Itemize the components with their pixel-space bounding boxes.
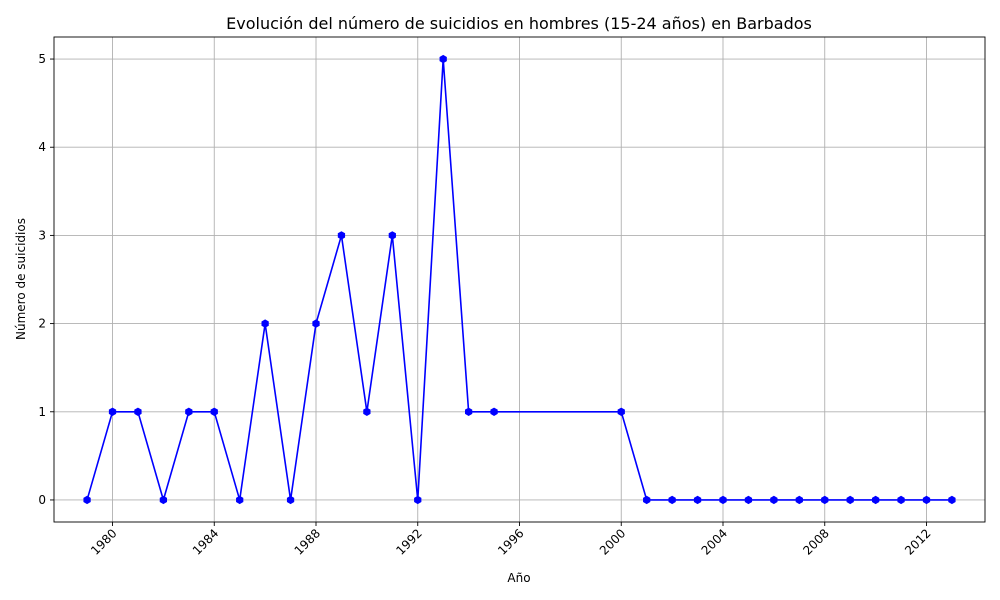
data-point [922,495,931,505]
data-point [770,495,778,505]
data-point [414,495,422,505]
y-axis: 0 1 2 3 4 5 [38,52,54,507]
x-tick-label: 1988 [292,526,323,557]
x-tick-label: 2004 [699,526,730,557]
y-tick-label: 5 [38,52,46,66]
data-point [439,54,447,64]
data-point [185,407,193,416]
data-point [795,495,803,505]
data-point [261,319,269,328]
y-tick-label: 3 [38,228,46,242]
data-point [108,407,117,416]
data-point [83,495,91,505]
data-point [871,495,880,505]
x-tick-label: 1980 [88,526,119,557]
data-point [363,407,371,416]
grid [54,37,985,522]
chart-title: Evolución del número de suicidios en hom… [226,14,812,33]
x-tick-label: 2012 [902,526,933,557]
data-point [719,495,727,505]
data-point [134,407,142,416]
data-point [464,407,473,416]
data-point [286,495,295,505]
x-tick-label: 2000 [597,526,628,557]
data-point [668,495,676,505]
x-axis-label: Año [507,571,530,585]
data-point [897,495,905,505]
x-tick-label: 1992 [393,526,424,557]
data-point [490,407,498,416]
y-tick-label: 2 [38,317,46,331]
data-point [744,495,753,505]
y-tick-label: 4 [38,140,46,154]
data-point [337,231,346,240]
x-axis: 1980 1984 1988 1992 1996 2000 2004 2008 2012 [88,522,934,558]
x-tick-label: 1996 [495,526,526,557]
data-point [693,495,702,505]
series-layer [83,54,956,505]
data-point [388,231,396,240]
data-point [210,407,218,416]
data-point [312,319,320,328]
x-tick-label: 2008 [800,526,831,557]
y-axis-label: Número de suicidios [14,218,28,340]
data-point [821,495,829,505]
y-tick-label: 1 [38,405,46,419]
data-point [948,495,956,505]
y-tick-label: 0 [38,493,46,507]
data-point [236,495,244,505]
data-point [617,407,625,416]
x-tick-label: 1984 [190,526,221,557]
data-point [846,495,854,505]
data-point [643,495,651,505]
data-point [159,495,168,505]
